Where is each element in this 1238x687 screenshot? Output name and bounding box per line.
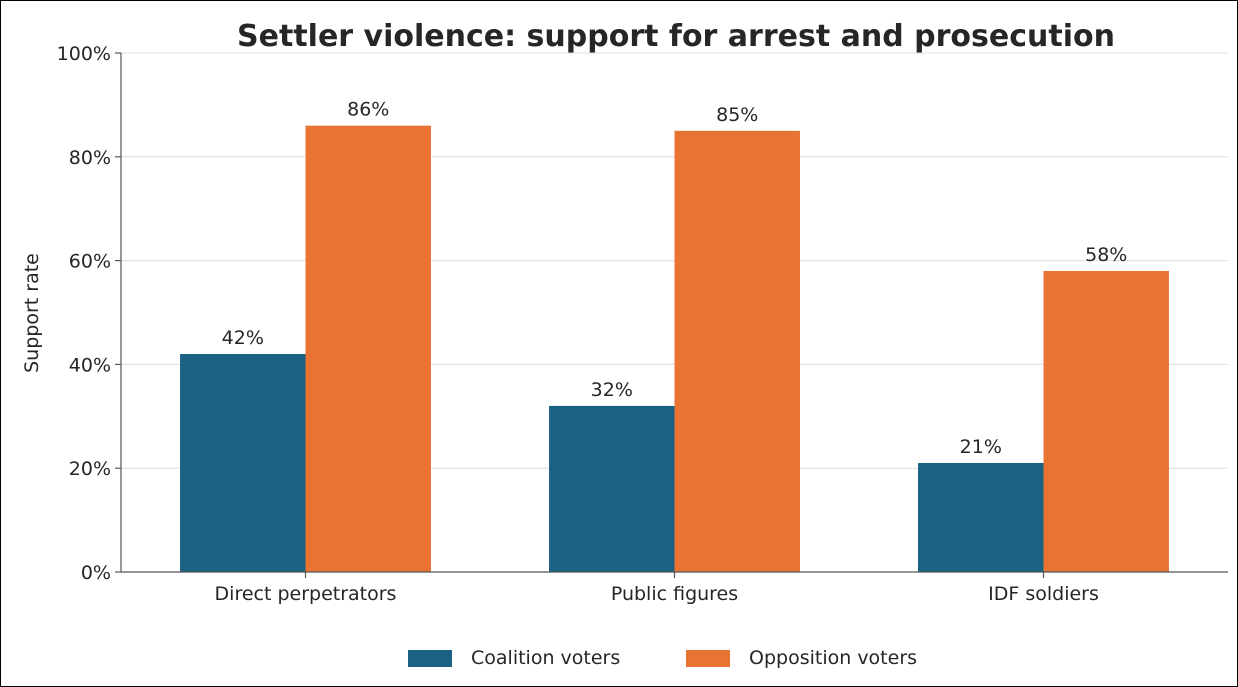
data-label: 58% — [1085, 244, 1127, 266]
data-label: 86% — [347, 99, 389, 121]
data-label: 21% — [960, 436, 1002, 458]
y-tick-label: 80% — [69, 147, 111, 169]
x-tick-label: Public figures — [611, 583, 738, 605]
y-tick-label: 100% — [57, 43, 111, 65]
legend: Coalition voters Opposition voters — [408, 647, 917, 669]
bar — [549, 405, 675, 572]
bar — [180, 354, 306, 572]
data-label: 85% — [716, 104, 758, 126]
legend-swatch — [686, 650, 730, 667]
bar — [674, 130, 800, 572]
bars: 42% 86% 32% 85% 21% 58% — [180, 99, 1169, 572]
bar — [918, 463, 1044, 572]
legend-label: Opposition voters — [749, 647, 917, 669]
y-tick-label: 40% — [69, 354, 111, 376]
x-tick-label: IDF soldiers — [988, 583, 1099, 605]
y-tick-label: 60% — [69, 251, 111, 273]
legend-swatch — [408, 650, 452, 667]
bar — [305, 125, 431, 572]
axes: 0% 20% 40% 60% 80% 100% Direct perpetrators Pub… — [57, 43, 1228, 605]
data-label: 32% — [591, 379, 633, 401]
bar — [1043, 270, 1169, 572]
y-tick-label: 0% — [81, 562, 111, 584]
chart-title: Settler violence: support for arrest and… — [237, 19, 1115, 54]
y-tick-label: 20% — [69, 458, 111, 480]
legend-label: Coalition voters — [471, 647, 620, 669]
x-tick-label: Direct perpetrators — [215, 583, 397, 605]
y-axis-label: Support rate — [21, 253, 43, 373]
data-label: 42% — [222, 327, 264, 349]
